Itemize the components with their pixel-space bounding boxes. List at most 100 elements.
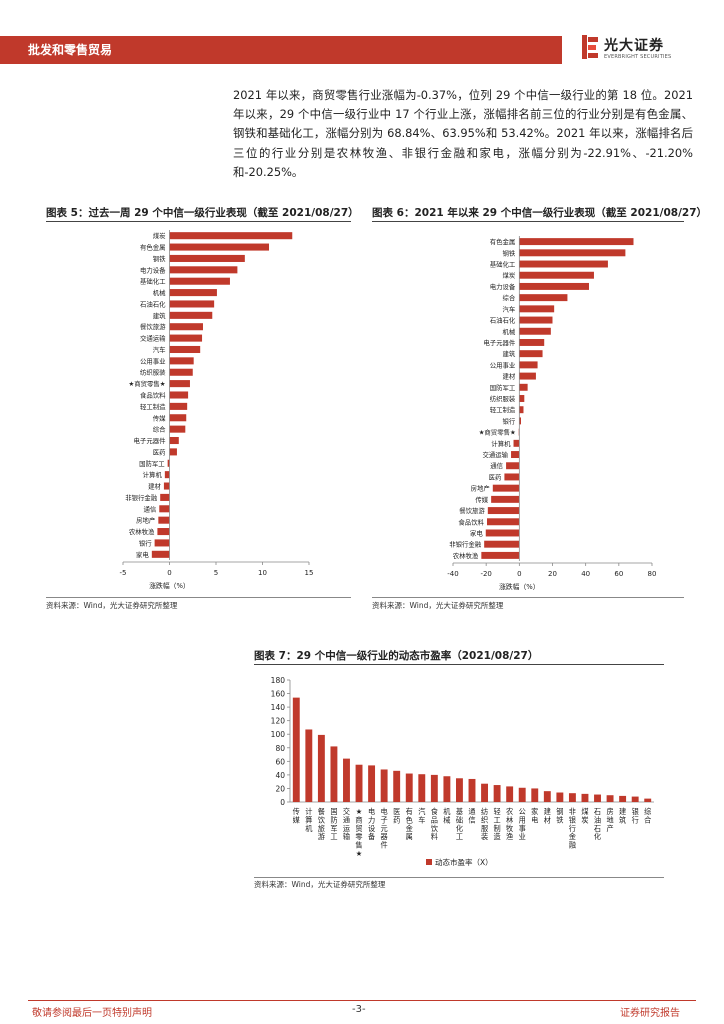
category-label-char: 造 xyxy=(494,832,501,841)
bar xyxy=(519,305,555,313)
bar xyxy=(151,550,170,558)
bar xyxy=(158,516,170,524)
bar xyxy=(380,769,388,802)
x-tick-label: 15 xyxy=(305,569,314,577)
logo-english: EVERBRIGHT SECURITIES xyxy=(604,54,672,60)
category-label: 轻工制造 xyxy=(140,402,166,411)
category-label: 煤炭 xyxy=(153,231,166,240)
bar xyxy=(519,294,568,302)
bar xyxy=(486,518,520,526)
category-label: 煤炭 xyxy=(503,271,516,280)
category-label-char: 行 xyxy=(632,815,639,824)
bar xyxy=(519,417,521,425)
x-tick-label: 5 xyxy=(214,569,218,577)
bar xyxy=(519,338,545,346)
x-tick-label: 60 xyxy=(614,570,623,578)
bar xyxy=(405,773,413,802)
bar xyxy=(167,459,170,467)
category-label: 建筑 xyxy=(153,311,166,320)
category-label-char: 运 xyxy=(343,824,350,833)
y-tick-label: 140 xyxy=(271,703,286,712)
category-label: ★商贸零售★ xyxy=(128,379,165,388)
y-tick-label: 120 xyxy=(271,717,286,726)
y-tick-label: 40 xyxy=(275,771,285,780)
category-label-char: 属 xyxy=(406,832,413,841)
x-tick-label: 80 xyxy=(648,570,657,578)
chart6-title: 图表 6：2021 年以来 29 个中信一级行业表现（截至 2021/08/27… xyxy=(372,207,708,219)
bar xyxy=(492,484,520,492)
category-label-char: 工 xyxy=(456,832,463,841)
x-tick-label: -20 xyxy=(480,570,491,578)
category-label-char: 建 xyxy=(544,807,551,816)
category-label-char: 品 xyxy=(431,815,438,824)
category-label: 银行 xyxy=(503,416,516,425)
bar xyxy=(606,795,614,802)
bar xyxy=(513,439,520,447)
category-label-char: 工 xyxy=(330,832,337,841)
logo-name: 光大证券 xyxy=(604,38,664,54)
category-label-char: 输 xyxy=(343,832,350,841)
company-logo: 光大证券 EVERBRIGHT SECURITIES xyxy=(582,33,692,65)
category-label: 电子元器件 xyxy=(381,807,388,850)
category-label: 食品饮料 xyxy=(140,391,166,400)
category-label: 计算机 xyxy=(305,807,313,833)
category-label-char: 通 xyxy=(343,815,350,824)
bar xyxy=(169,334,203,342)
bar xyxy=(169,402,188,410)
category-label-char: 钢 xyxy=(556,807,563,816)
category-label-char: 件 xyxy=(381,841,388,850)
chart6-figure: 有色金属钢铁基础化工煤炭电力设备综合汽车石油石化机械电子元器件建筑公用事业建材国… xyxy=(447,236,657,591)
category-label-char: 家 xyxy=(531,807,538,816)
bar xyxy=(169,345,201,354)
category-label-char: 机 xyxy=(305,824,313,833)
bar xyxy=(468,778,476,802)
bar xyxy=(519,282,589,290)
bar xyxy=(511,451,520,459)
category-label-char: 旅 xyxy=(318,824,325,833)
category-label-char: 色 xyxy=(406,815,413,824)
bar xyxy=(169,243,270,251)
category-label: 建材 xyxy=(503,372,516,381)
category-label: 国防军工 xyxy=(490,383,516,392)
summary-paragraph: 2021 年以来，商贸零售行业涨幅为-0.37%，位列 29 个中信一级行业的第… xyxy=(233,88,693,179)
category-label-char: 础 xyxy=(456,815,463,824)
bar xyxy=(418,774,426,802)
category-label-char: 食 xyxy=(431,807,438,816)
category-label-char: ★ xyxy=(356,807,362,816)
category-label-char: 银 xyxy=(632,807,639,816)
category-label-char: 交 xyxy=(343,807,350,816)
logo-mark-icon xyxy=(582,35,598,59)
category-label-char: 元 xyxy=(381,824,388,833)
category-label-char: 餐 xyxy=(318,807,325,816)
bar xyxy=(519,395,525,402)
category-label-char: 事 xyxy=(519,824,526,833)
category-label: 家电 xyxy=(136,550,149,559)
category-label: 传媒 xyxy=(475,495,488,504)
category-label: 公用事业 xyxy=(140,356,166,365)
bar xyxy=(491,495,520,503)
chart6-source-rule xyxy=(372,597,684,598)
bar xyxy=(519,361,538,369)
category-label-char: 电 xyxy=(531,815,538,824)
category-label: 电子元器件 xyxy=(134,436,167,445)
bar xyxy=(581,793,589,802)
bar xyxy=(169,368,193,376)
category-label-char: 材 xyxy=(544,815,551,824)
category-label-char: 器 xyxy=(381,832,388,841)
category-label: 有色金属 xyxy=(140,243,166,252)
x-tick-label: 0 xyxy=(517,570,521,578)
category-label-char: 游 xyxy=(318,832,325,841)
bar xyxy=(430,774,438,802)
category-label-char: 装 xyxy=(481,832,488,841)
chart5-source: 资料来源：Wind，光大证券研究所整理 xyxy=(46,601,178,610)
bar xyxy=(292,697,300,802)
category-label: 煤炭 xyxy=(581,807,588,824)
category-label: 餐饮旅游 xyxy=(140,322,166,331)
category-label: 通信 xyxy=(468,807,475,824)
chart7-title-rule xyxy=(254,664,664,665)
bar xyxy=(506,462,520,470)
category-label: 建筑 xyxy=(503,349,516,358)
category-label: 计算机 xyxy=(143,470,163,479)
chart5-title: 图表 5：过去一周 29 个中信一级行业表现（截至 2021/08/27） xyxy=(46,207,359,219)
bar xyxy=(556,792,564,802)
